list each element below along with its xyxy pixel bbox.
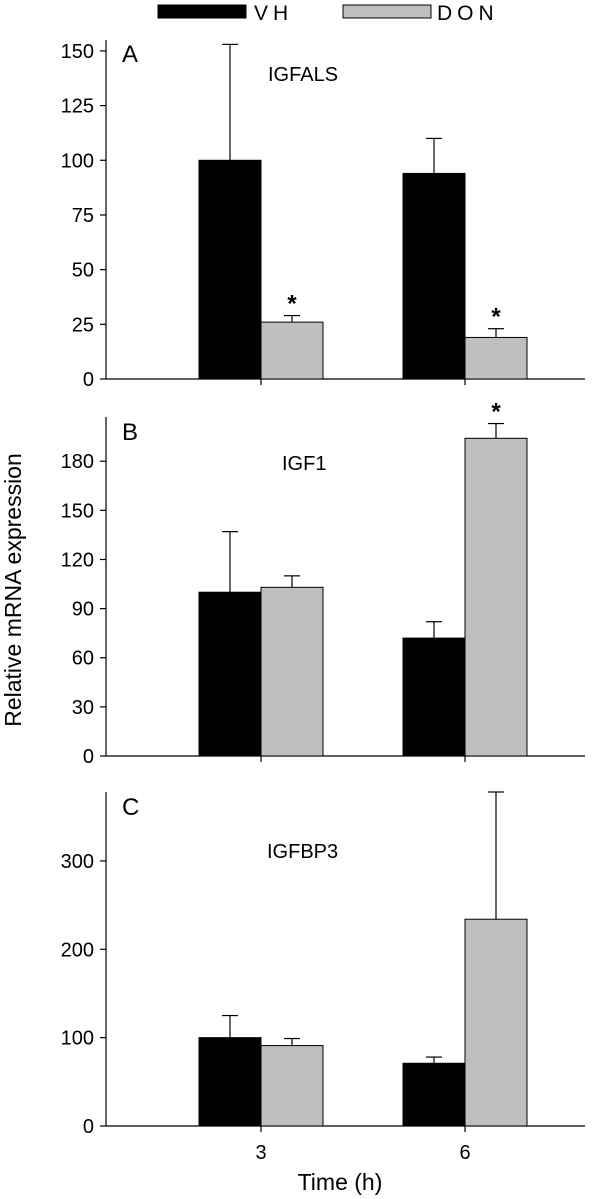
gene-label: IGFALS (268, 64, 338, 86)
bar-vh-3h (198, 591, 262, 757)
legend-swatch-don (342, 4, 432, 19)
panel-a: 0 25 50 75 100 125 150 A IGFALS * * (61, 40, 585, 391)
bar-don-6h (464, 336, 528, 380)
y-tick-label: 200 (61, 939, 94, 961)
significance-marker: * (491, 304, 501, 331)
y-tick-label: 75 (72, 205, 94, 227)
bar-vh-3h (198, 159, 262, 380)
bar-don-6h (464, 437, 528, 757)
gene-label: IGF1 (282, 453, 326, 475)
x-tick-label: 3 (255, 1142, 266, 1164)
y-tick-label: 150 (61, 500, 94, 522)
legend-label-vh: VH (254, 2, 293, 25)
significance-marker: * (491, 399, 501, 426)
panel-letter: A (122, 41, 138, 68)
y-tick-label: 25 (72, 314, 94, 336)
y-tick-label: 30 (72, 697, 94, 719)
bar-vh-3h (198, 1037, 262, 1127)
bar-vh-6h (402, 637, 466, 757)
bar-vh-6h (402, 172, 466, 380)
x-tick-label: 6 (459, 1142, 470, 1164)
panel-letter: B (122, 419, 138, 446)
bar-don-3h (260, 321, 324, 380)
panel-c: 0 100 200 300 3 6 C IGFBP3 (61, 791, 585, 1164)
y-tick-label: 0 (83, 746, 94, 768)
gene-label: IGFBP3 (267, 841, 338, 863)
y-tick-label: 0 (83, 369, 94, 391)
y-tick-label: 125 (61, 96, 94, 118)
y-tick-label: 180 (61, 451, 94, 473)
panel-letter: C (122, 794, 139, 821)
y-axis-title: Relative mRNA expression (0, 453, 26, 727)
panel-b: 0 30 60 90 120 150 180 B IGF1 * (61, 399, 585, 768)
legend: VH DON (157, 2, 499, 25)
y-tick-label: 90 (72, 599, 94, 621)
significance-marker: * (287, 291, 297, 318)
y-tick-label: 100 (61, 150, 94, 172)
y-tick-label: 120 (61, 549, 94, 571)
y-tick-label: 150 (61, 41, 94, 63)
bar-don-3h (260, 586, 324, 757)
bar-don-6h (464, 918, 528, 1127)
y-tick-label: 60 (72, 648, 94, 670)
bar-don-3h (260, 1045, 324, 1127)
y-tick-label: 0 (83, 1116, 94, 1138)
x-axis-title: Time (h) (298, 1169, 383, 1195)
y-tick-label: 100 (61, 1028, 94, 1050)
y-tick-label: 300 (61, 851, 94, 873)
bar-vh-6h (402, 1062, 466, 1127)
y-tick-label: 50 (72, 260, 94, 282)
legend-swatch-vh (157, 4, 247, 19)
legend-label-don: DON (437, 2, 499, 25)
